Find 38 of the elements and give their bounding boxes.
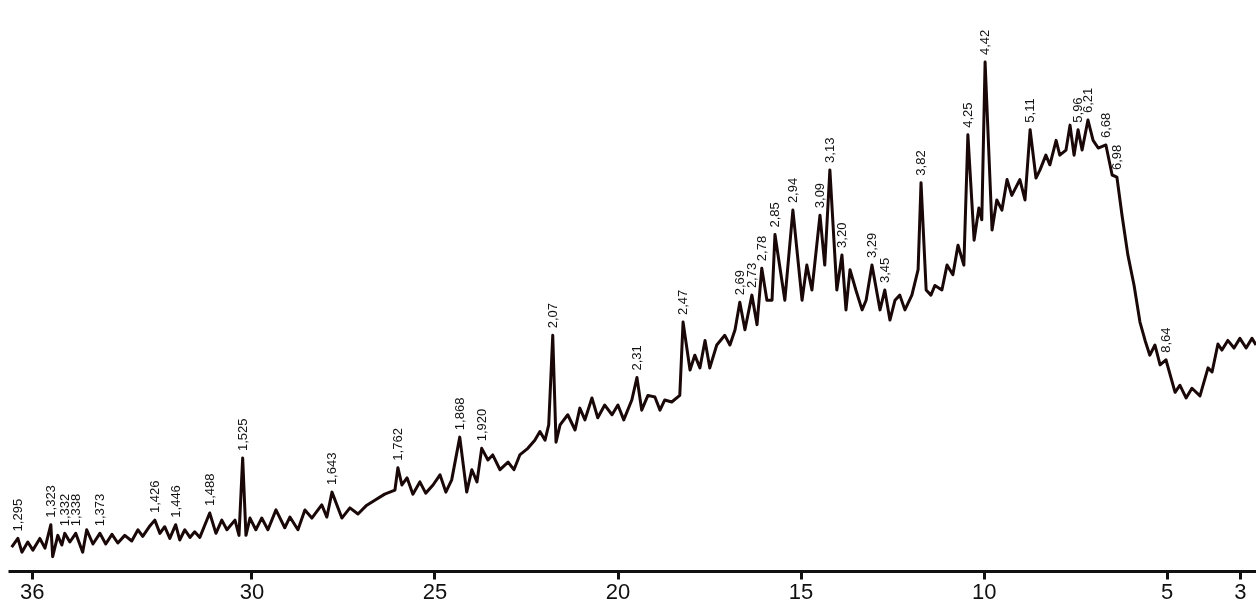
- annotation: 6,68: [1097, 112, 1113, 138]
- annotation: 3,82: [913, 150, 929, 176]
- x-tick-label: 36: [20, 578, 45, 604]
- annotation: 4,42: [977, 29, 993, 55]
- annotation: 2,31: [628, 345, 644, 371]
- annotation: 1,643: [323, 452, 339, 486]
- x-tick-label: 5: [1161, 578, 1174, 604]
- annotation: 5,11: [1022, 98, 1038, 123]
- x-tick-label: 20: [605, 578, 631, 604]
- x-tick-label: 25: [422, 578, 448, 604]
- annotation: 1,920: [473, 408, 489, 442]
- x-tick-label: 3: [1234, 578, 1247, 604]
- annotation: 3,20: [833, 222, 849, 248]
- annotation: 2,07: [544, 303, 560, 329]
- annotation: 3,45: [876, 257, 892, 284]
- annotation: 1,868: [451, 397, 467, 431]
- annotation: 2,94: [784, 177, 800, 204]
- annotation: 2,69: [731, 269, 747, 296]
- annotation: 4,25: [959, 102, 975, 128]
- annotation: 6,98: [1108, 144, 1124, 171]
- x-tick-label: 10: [971, 578, 997, 604]
- x-tick-label: 15: [788, 578, 814, 604]
- annotation: 1,373: [91, 493, 107, 527]
- annotation: 1,762: [389, 428, 405, 461]
- annotation: 8,64: [1157, 327, 1173, 353]
- annotation: 1,488: [201, 473, 217, 506]
- annotation: 3,09: [811, 182, 827, 209]
- annotation: 1,426: [146, 480, 162, 514]
- annotation: 1,323: [42, 485, 58, 518]
- annotation: 3,29: [863, 232, 879, 259]
- annotation: 1,295: [9, 498, 25, 532]
- annotation: 1,446: [167, 485, 183, 518]
- annotation: 2,85: [766, 202, 782, 228]
- x-tick-label: 30: [239, 578, 265, 604]
- annotation: 2,78: [753, 235, 769, 262]
- annotation: 1,525: [234, 418, 250, 451]
- annotation: 3,13: [821, 137, 837, 163]
- annotation: 2,47: [675, 289, 691, 316]
